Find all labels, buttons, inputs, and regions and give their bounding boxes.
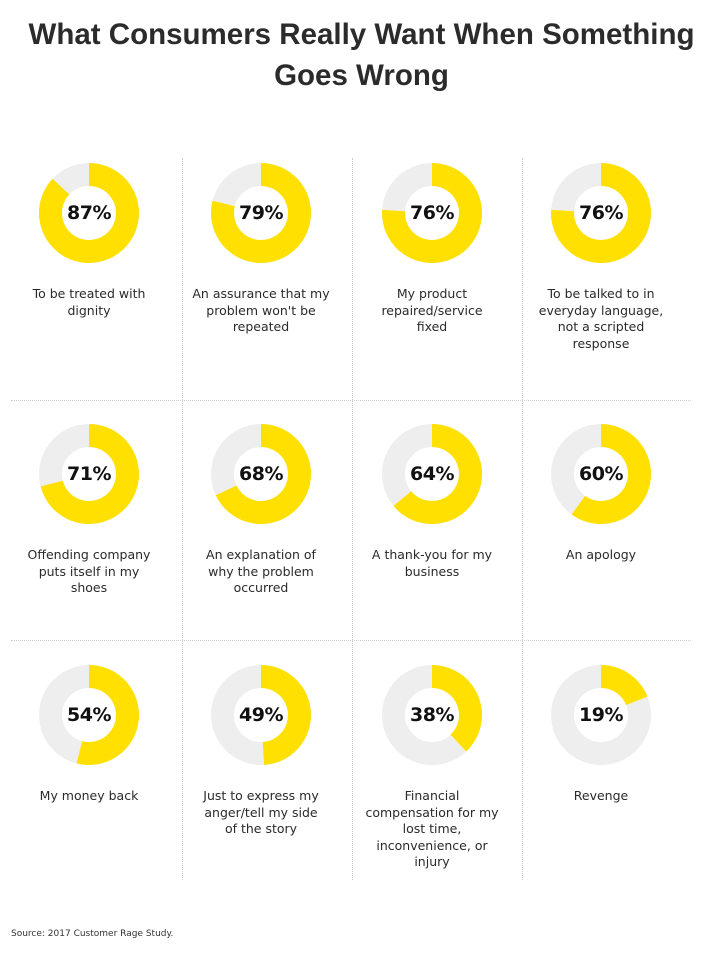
item-label-line: occurred	[233, 580, 289, 595]
donut-chart	[382, 163, 482, 263]
item-label-line: dignity	[67, 302, 111, 318]
donut-chart	[551, 163, 651, 263]
item-label-line: inconvenience, or	[376, 837, 488, 853]
percent-label: 87%	[67, 202, 111, 224]
item-label: My money back	[9, 788, 169, 805]
item-label-line: My product	[396, 286, 468, 301]
item-label-line: Financial	[404, 788, 460, 803]
item-label: To be talked to in everyday language, not …	[521, 286, 681, 352]
chart-title-line-1: What Consumers Really Want When Somethin…	[28, 18, 695, 51]
donut-segment	[551, 163, 651, 263]
donut-chart	[551, 424, 651, 524]
donut-segment	[382, 163, 482, 263]
item-label-line: Just to express my	[203, 788, 319, 803]
percent-label: 38%	[410, 704, 454, 726]
item-label: An explanation of why the problem occurred	[181, 547, 341, 597]
source-note: Source: 2017 Customer Rage Study.	[11, 929, 174, 939]
row-divider-2	[11, 640, 691, 641]
percent-label: 64%	[410, 463, 454, 485]
donut-segment	[76, 665, 139, 765]
donut-segment	[40, 424, 139, 524]
percent-label: 60%	[579, 463, 623, 485]
donut-segment	[393, 424, 482, 524]
percent-label: 49%	[239, 704, 283, 726]
item-label: An assurance that my problem won't be repe…	[181, 286, 341, 336]
item-label-line: Offending company	[27, 547, 151, 562]
chart-title-line-2: Goes Wrong	[274, 59, 449, 92]
chart-title: What Consumers Really Want When Somethin…	[0, 14, 723, 96]
item-label-line: compensation for my	[365, 804, 499, 820]
donut-segment	[211, 163, 311, 263]
item-label-line: My money back	[39, 788, 139, 803]
percent-label: 76%	[579, 202, 623, 224]
item-label: Just to express my anger/tell my side of t…	[181, 788, 341, 838]
donut-segment	[39, 163, 139, 263]
item-label: Offending company puts itself in my shoes	[9, 547, 169, 597]
item-label-line: A thank-you for my	[371, 547, 493, 562]
column-divider-2	[352, 158, 353, 880]
donut-chart	[211, 665, 311, 765]
donut-chart	[382, 424, 482, 524]
item-label-line: Revenge	[573, 788, 629, 803]
donut-chart	[39, 424, 139, 524]
item-label: Financial compensation for my lost time, in…	[352, 788, 512, 871]
item-label: A thank-you for my business	[352, 547, 512, 580]
item-label-line: not a scripted	[557, 319, 645, 334]
item-label-line: problem won't be	[206, 302, 316, 318]
item-label-line: To be talked to in	[547, 286, 655, 301]
item-label-line: response	[572, 335, 630, 351]
item-label-line: injury	[414, 854, 450, 869]
item-label: To be treated with dignity	[9, 286, 169, 319]
percent-label: 79%	[239, 202, 283, 224]
percent-label: 71%	[67, 463, 111, 485]
donut-segment	[601, 665, 648, 706]
item-label: Revenge	[521, 788, 681, 805]
item-label-line: why the problem	[208, 563, 314, 579]
percent-label: 19%	[579, 704, 623, 726]
item-label-line: fixed	[416, 319, 448, 334]
row-divider-1	[11, 400, 691, 401]
item-label-line: business	[404, 563, 460, 579]
donut-segment	[571, 424, 651, 524]
item-label-line: To be treated with	[32, 286, 146, 301]
item-label-line: An apology	[565, 547, 637, 562]
item-label-line: puts itself in my	[38, 563, 140, 579]
item-label-line: of the story	[224, 821, 298, 836]
column-divider-1	[182, 158, 183, 880]
donut-chart	[39, 665, 139, 765]
donut-chart	[39, 163, 139, 263]
item-label-line: everyday language,	[538, 302, 664, 318]
item-label-line: anger/tell my side	[204, 804, 318, 820]
item-label: My product repaired/service fixed	[352, 286, 512, 336]
donut-chart	[211, 163, 311, 263]
item-label: An apology	[521, 547, 681, 564]
item-label-line: lost time,	[402, 821, 462, 836]
donut-chart	[211, 424, 311, 524]
percent-label: 54%	[67, 704, 111, 726]
item-label-line: shoes	[70, 580, 108, 595]
donut-chart	[382, 665, 482, 765]
item-label-line: An assurance that my	[192, 286, 330, 301]
donut-chart	[551, 665, 651, 765]
donut-segment	[215, 424, 311, 524]
item-label-line: An explanation of	[206, 547, 316, 562]
item-label-line: repeated	[232, 319, 290, 334]
percent-label: 68%	[239, 463, 283, 485]
donut-segment	[261, 665, 311, 765]
column-divider-3	[522, 158, 523, 880]
percent-label: 76%	[410, 202, 454, 224]
item-label-line: repaired/service	[381, 302, 483, 318]
donut-segment	[432, 665, 482, 752]
